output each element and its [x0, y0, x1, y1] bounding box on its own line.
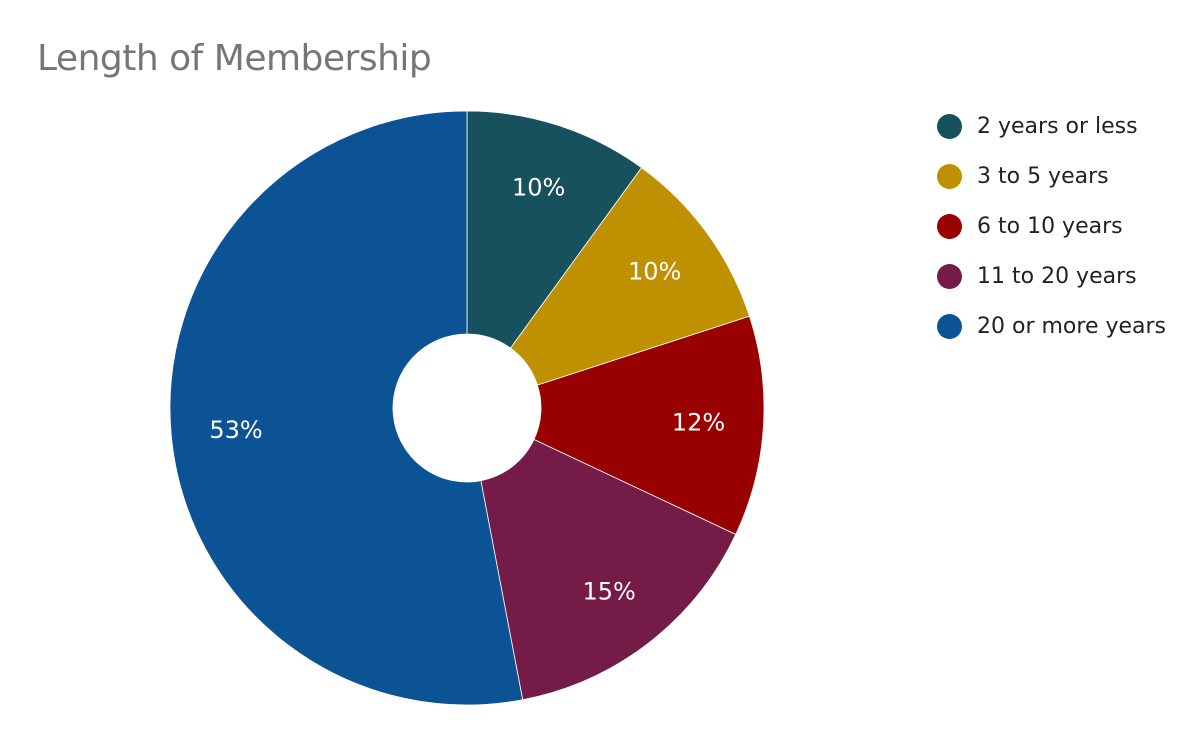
legend-label: 6 to 10 years	[977, 214, 1123, 239]
donut-slice	[466, 110, 643, 349]
legend-swatch	[937, 164, 962, 189]
legend: 2 years or less 3 to 5 years 6 to 10 years…	[937, 114, 1166, 364]
legend-swatch	[937, 214, 962, 239]
legend-item: 11 to 20 years	[937, 264, 1166, 314]
donut-slice	[533, 315, 765, 535]
slice-value-label: 10%	[512, 173, 565, 201]
legend-swatch	[937, 314, 962, 339]
donut-slice	[480, 438, 737, 701]
legend-item: 6 to 10 years	[937, 214, 1166, 264]
chart-title: Length of Membership	[37, 38, 432, 79]
legend-label: 11 to 20 years	[977, 264, 1137, 289]
legend-label: 20 or more years	[977, 314, 1167, 339]
legend-swatch	[937, 264, 962, 289]
slice-labels: 10% 10% 12% 15% 53%	[209, 173, 725, 605]
legend-swatch	[937, 114, 962, 139]
slice-value-label: 53%	[209, 416, 262, 444]
slice-value-label: 15%	[583, 577, 636, 605]
legend-label: 3 to 5 years	[977, 164, 1109, 189]
donut-slice	[169, 110, 524, 706]
slice-value-label: 10%	[628, 258, 681, 286]
slice-value-label: 12%	[672, 409, 725, 437]
legend-item: 20 or more years	[937, 314, 1166, 364]
legend-item: 3 to 5 years	[937, 164, 1166, 214]
donut-slices	[169, 110, 765, 706]
legend-item: 2 years or less	[937, 114, 1166, 164]
legend-label: 2 years or less	[977, 114, 1138, 139]
donut-slice	[509, 167, 750, 386]
